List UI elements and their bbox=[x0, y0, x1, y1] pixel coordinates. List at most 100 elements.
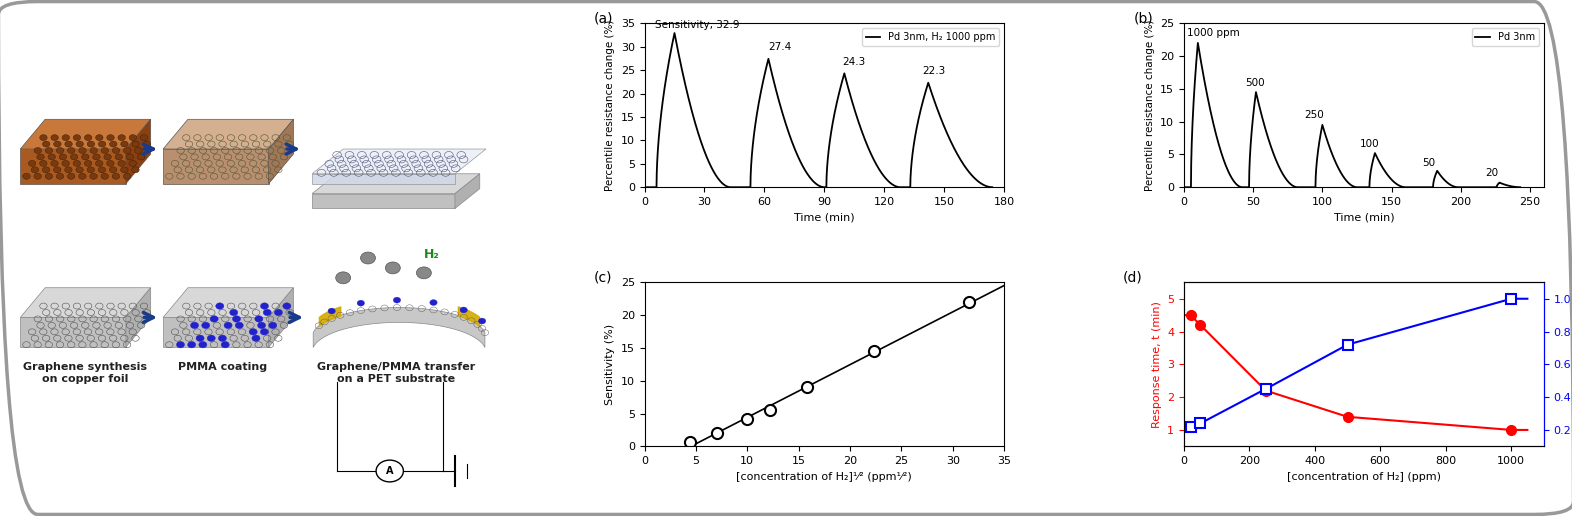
Circle shape bbox=[22, 173, 30, 179]
Text: Graphene synthesis
on copper foil: Graphene synthesis on copper foil bbox=[24, 362, 148, 383]
Circle shape bbox=[225, 322, 233, 329]
Circle shape bbox=[112, 173, 119, 179]
Text: 1000 ppm: 1000 ppm bbox=[1187, 28, 1240, 38]
Circle shape bbox=[198, 342, 208, 348]
Text: H₂: H₂ bbox=[424, 248, 440, 261]
Circle shape bbox=[79, 148, 86, 153]
Circle shape bbox=[124, 148, 130, 153]
Circle shape bbox=[46, 148, 53, 153]
Circle shape bbox=[90, 173, 97, 179]
Circle shape bbox=[275, 309, 283, 316]
Circle shape bbox=[176, 342, 184, 348]
Polygon shape bbox=[20, 317, 126, 347]
Circle shape bbox=[255, 316, 263, 322]
Circle shape bbox=[64, 141, 72, 147]
Circle shape bbox=[118, 135, 126, 140]
Circle shape bbox=[129, 135, 137, 140]
Circle shape bbox=[101, 148, 108, 153]
Circle shape bbox=[196, 335, 204, 342]
Circle shape bbox=[360, 252, 376, 264]
Circle shape bbox=[140, 135, 148, 140]
Y-axis label: Sensitivity (%): Sensitivity (%) bbox=[605, 324, 615, 405]
Circle shape bbox=[211, 316, 219, 322]
Circle shape bbox=[126, 154, 134, 160]
Circle shape bbox=[110, 141, 116, 147]
Circle shape bbox=[283, 303, 291, 309]
Circle shape bbox=[57, 173, 64, 179]
Polygon shape bbox=[163, 288, 294, 317]
Polygon shape bbox=[20, 149, 126, 184]
Circle shape bbox=[71, 154, 77, 160]
Circle shape bbox=[68, 148, 75, 153]
Circle shape bbox=[208, 335, 215, 342]
Circle shape bbox=[42, 167, 50, 173]
Circle shape bbox=[86, 141, 94, 147]
Circle shape bbox=[75, 167, 83, 173]
Text: PMMA coating: PMMA coating bbox=[178, 362, 267, 372]
Circle shape bbox=[190, 322, 198, 329]
Circle shape bbox=[329, 308, 335, 314]
Circle shape bbox=[107, 160, 115, 166]
Polygon shape bbox=[163, 149, 269, 184]
Circle shape bbox=[478, 318, 486, 324]
Circle shape bbox=[263, 309, 272, 316]
Circle shape bbox=[46, 173, 52, 179]
Circle shape bbox=[60, 154, 66, 160]
Text: 27.4: 27.4 bbox=[769, 42, 792, 52]
Circle shape bbox=[99, 141, 105, 147]
Circle shape bbox=[53, 141, 61, 147]
Circle shape bbox=[96, 135, 104, 140]
Polygon shape bbox=[269, 119, 294, 184]
Circle shape bbox=[61, 135, 69, 140]
Circle shape bbox=[258, 322, 266, 329]
Circle shape bbox=[129, 160, 137, 166]
Circle shape bbox=[75, 141, 83, 147]
Circle shape bbox=[417, 267, 431, 279]
Circle shape bbox=[269, 322, 277, 329]
Circle shape bbox=[82, 154, 90, 160]
Text: 22.3: 22.3 bbox=[923, 66, 945, 76]
Polygon shape bbox=[126, 119, 151, 184]
Polygon shape bbox=[126, 288, 151, 347]
Polygon shape bbox=[20, 119, 151, 149]
Polygon shape bbox=[163, 119, 294, 149]
Circle shape bbox=[121, 141, 129, 147]
Circle shape bbox=[461, 307, 467, 313]
Legend: Pd 3nm: Pd 3nm bbox=[1471, 28, 1539, 46]
Circle shape bbox=[336, 272, 351, 284]
Legend: Pd 3nm, H₂ 1000 ppm: Pd 3nm, H₂ 1000 ppm bbox=[861, 28, 1000, 46]
Circle shape bbox=[429, 300, 437, 305]
Circle shape bbox=[50, 160, 58, 166]
Circle shape bbox=[64, 167, 72, 173]
Polygon shape bbox=[313, 174, 479, 194]
Circle shape bbox=[187, 342, 195, 348]
Circle shape bbox=[61, 160, 69, 166]
Text: A: A bbox=[387, 466, 393, 476]
Circle shape bbox=[101, 173, 108, 179]
Text: 100: 100 bbox=[1360, 138, 1379, 149]
X-axis label: Time (min): Time (min) bbox=[1333, 213, 1394, 222]
Circle shape bbox=[85, 160, 91, 166]
Y-axis label: Percentile resistance change (%): Percentile resistance change (%) bbox=[1144, 20, 1154, 191]
Circle shape bbox=[230, 309, 237, 316]
Y-axis label: Response time, t (min): Response time, t (min) bbox=[1152, 301, 1162, 428]
Circle shape bbox=[97, 167, 105, 173]
Polygon shape bbox=[20, 288, 151, 317]
Circle shape bbox=[93, 154, 101, 160]
Text: 500: 500 bbox=[1245, 77, 1264, 88]
Circle shape bbox=[53, 167, 61, 173]
Circle shape bbox=[39, 160, 47, 166]
Circle shape bbox=[135, 148, 141, 153]
Circle shape bbox=[42, 141, 50, 147]
Polygon shape bbox=[313, 174, 454, 184]
Circle shape bbox=[132, 167, 140, 173]
Text: (b): (b) bbox=[1133, 12, 1154, 26]
Circle shape bbox=[79, 173, 86, 179]
Text: 250: 250 bbox=[1305, 110, 1324, 120]
PathPatch shape bbox=[313, 308, 484, 347]
Circle shape bbox=[376, 460, 404, 482]
Circle shape bbox=[219, 335, 226, 342]
Polygon shape bbox=[269, 288, 294, 347]
Circle shape bbox=[96, 160, 102, 166]
Text: (c): (c) bbox=[594, 271, 613, 285]
